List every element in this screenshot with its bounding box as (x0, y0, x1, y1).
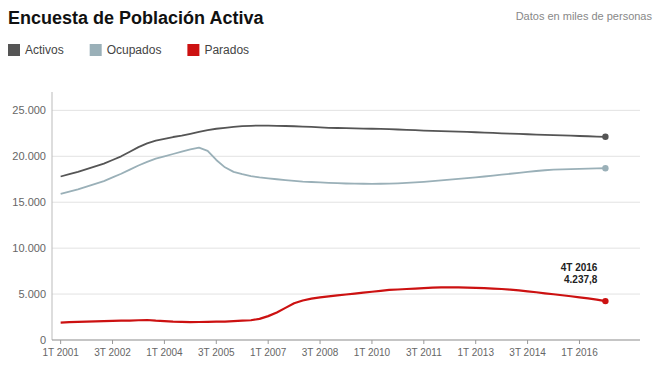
x-tick (371, 340, 372, 344)
y-axis: 0 5.000 10.000 15.000 20.000 25.000 (12, 92, 640, 346)
legend-swatch (90, 44, 102, 56)
grid-line (52, 202, 640, 203)
plot-area (61, 126, 609, 323)
x-tick (268, 340, 269, 344)
legend-label: Parados (204, 43, 249, 57)
x-tick-label: 1T 2016 (561, 347, 598, 358)
annotation-line: 4T 2016 (561, 262, 598, 273)
x-tick (216, 340, 217, 344)
y-tick-label: 20.000 (12, 150, 46, 162)
legend-label: Activos (25, 43, 64, 57)
y-axis-line (52, 92, 53, 340)
series-line (61, 126, 606, 177)
annotation: 4T 20164.237,8 (561, 262, 598, 285)
x-tick-label: 1T 2004 (146, 347, 183, 358)
x-tick-label: 1T 2010 (354, 347, 391, 358)
y-tick-label: 0 (40, 334, 46, 346)
x-tick-label: 3T 2008 (302, 347, 339, 358)
y-tick-label: 10.000 (12, 242, 46, 254)
series-line (61, 148, 606, 194)
legend-label: Ocupados (107, 43, 162, 57)
x-tick-label: 3T 2011 (406, 347, 442, 358)
x-tick (527, 340, 528, 344)
x-tick-label: 3T 2005 (198, 347, 235, 358)
x-axis-line (52, 340, 640, 341)
x-tick (579, 340, 580, 344)
title: Encuesta de Población Activa (8, 8, 264, 28)
x-tick (423, 340, 424, 344)
x-tick-label: 3T 2002 (94, 347, 131, 358)
legend-swatch (187, 44, 199, 56)
y-tick-label: 25.000 (12, 104, 46, 116)
annotation-line: 4.237,8 (564, 274, 598, 285)
y-tick-label: 5.000 (18, 288, 46, 300)
x-tick-label: 3T 2014 (509, 347, 546, 358)
end-point (602, 165, 608, 171)
end-point (602, 298, 608, 304)
x-tick-label: 1T 2007 (250, 347, 287, 358)
subtitle: Datos en miles de personas (516, 10, 653, 22)
x-tick (60, 340, 61, 344)
x-tick (320, 340, 321, 344)
y-tick-label: 15.000 (12, 196, 46, 208)
x-tick (112, 340, 113, 344)
legend: Activos Ocupados Parados (8, 43, 249, 57)
x-tick (475, 340, 476, 344)
grid-line (52, 340, 640, 341)
x-tick-label: 1T 2001 (42, 347, 79, 358)
series-line (61, 287, 606, 322)
end-point (602, 134, 608, 140)
x-tick (164, 340, 165, 344)
legend-swatch (8, 44, 20, 56)
x-tick-label: 1T 2013 (457, 347, 494, 358)
x-axis: 1T 2001 3T 2002 1T 2004 3T 2005 1T 2007 3T 20… (42, 340, 640, 358)
grid-line (52, 110, 640, 111)
chart: Encuesta de Población Activa Datos en mil… (0, 0, 660, 371)
grid-line (52, 248, 640, 249)
grid-line (52, 156, 640, 157)
